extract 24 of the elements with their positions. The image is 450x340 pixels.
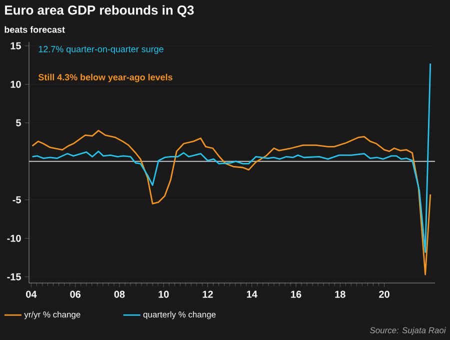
x-tick-label: 12 bbox=[202, 290, 213, 298]
chart-subtitle: beats forecast bbox=[4, 26, 65, 33]
legend-label: quarterly % change bbox=[143, 311, 216, 320]
x-tick-label: 06 bbox=[70, 290, 81, 298]
x-tick-label: 08 bbox=[114, 290, 125, 298]
x-tick-label: 14 bbox=[246, 290, 258, 298]
y-tick-label: 10 bbox=[10, 80, 21, 88]
x-tick-label: 18 bbox=[335, 290, 346, 298]
y-tick-label: -5 bbox=[12, 196, 21, 204]
y-tick-label: -10 bbox=[7, 234, 21, 242]
x-tick-label: 16 bbox=[291, 290, 302, 298]
y-tick-label: 15 bbox=[10, 42, 21, 50]
annotation: 12.7% quarter-on-quarter surge bbox=[38, 46, 164, 54]
source-note: Source: Sujata Raoi bbox=[370, 327, 446, 335]
x-tick-label: 04 bbox=[26, 290, 37, 298]
y-tick-label: 5 bbox=[16, 119, 21, 126]
legend-label: yr/yr % change bbox=[24, 311, 80, 320]
x-tick-label: 20 bbox=[379, 290, 390, 298]
x-tick-label: 10 bbox=[158, 290, 169, 298]
line-series bbox=[32, 130, 432, 276]
line-series bbox=[32, 62, 432, 253]
y-tick-label: -15 bbox=[7, 273, 21, 280]
annotation: Still 4.3% below year-ago levels bbox=[38, 74, 172, 82]
chart-title: Euro area GDP rebounds in Q3 bbox=[5, 5, 194, 18]
